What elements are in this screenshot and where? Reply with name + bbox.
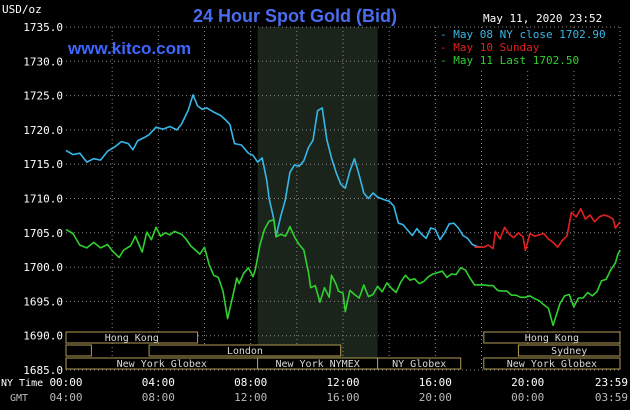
series-line-0 [65,94,482,248]
y-tick-label: 1710.0 [23,193,63,206]
x-tick-label-gmt: 03:59 [595,391,628,404]
x-tick-label-gmt: 16:00 [326,391,359,404]
y-tick-label: 1735.0 [23,21,63,34]
session-label: NY Globex [392,359,446,370]
trading-session-boxes: Hong Kong Hong Kong London Sydney New York G… [65,331,621,370]
legend-may11: - May 11 Last 1702.50 [440,54,579,67]
x-tick-label-ny: 12:00 [326,376,359,389]
price-series [65,94,621,327]
x-tick-label-ny: 08:00 [234,376,267,389]
nymex-session-shade [257,27,378,370]
unit-label: USD/oz [2,3,42,16]
watermark: www.kitco.com [67,39,191,58]
session-box [483,331,621,344]
session-label: London [227,346,263,357]
legend: - May 08 NY close 1702.90 - May 10 Sunda… [437,28,617,68]
x-tick-label-ny: 00:00 [49,376,82,389]
legend-box [437,28,617,68]
session-box [483,357,621,370]
legend-may08-label: May 08 NY close 1702.90 [453,28,605,41]
x-tick-label-gmt: 12:00 [234,391,267,404]
x-tick-label-ny: 16:00 [419,376,452,389]
session-label: Hong Kong [525,333,579,344]
timestamp: May 11, 2020 23:52 [483,12,602,25]
y-tick-label: 1690.0 [23,330,63,343]
session-label: New York Globex [117,359,207,370]
x-axis-ticks: 00:00 04:00 04:00 08:00 08:00 12:00 12:00 16:00… [49,376,628,404]
y-tick-label: 1685.0 [23,364,63,377]
chart-title: 24 Hour Spot Gold (Bid) [193,6,397,26]
series-line-2 [65,219,621,327]
y-tick-label: 1695.0 [23,295,63,308]
y-tick-label: 1725.0 [23,90,63,103]
session-box [65,344,92,357]
y-tick-label: 1715.0 [23,158,63,171]
session-box [65,331,199,344]
legend-may08: - May 08 NY close 1702.90 [440,28,606,41]
y-tick-label: 1700.0 [23,261,63,274]
session-label: Sydney [551,346,587,357]
x-tick-label-gmt: 20:00 [419,391,452,404]
y-tick-label: 1705.0 [23,227,63,240]
y-tick-label: 1720.0 [23,124,63,137]
session-box [377,357,462,370]
session-label: New York NYMEX [275,359,359,370]
session-box [517,344,621,357]
y-tick-label: 1730.0 [23,55,63,68]
x-tick-label-ny: 23:59 [595,376,628,389]
legend-may10-label: May 10 Sunday [453,41,539,54]
x-tick-label-gmt: 00:00 [511,391,544,404]
x-tick-label-ny: 04:00 [142,376,175,389]
x-tick-label-gmt: 08:00 [142,391,175,404]
session-box [148,344,342,357]
series-line-1 [474,208,621,252]
session-label: New York Globex [507,359,597,370]
y-axis-ticks: 1735.0 1730.0 1725.0 1720.0 1715.0 1710.0 1705… [23,21,63,377]
grid-lines [66,26,621,371]
x-row-label-gmt: GMT [10,393,28,404]
x-tick-label-ny: 20:00 [511,376,544,389]
legend-may11-label: May 11 Last 1702.50 [453,54,579,67]
session-label: Hong Kong [105,333,159,344]
legend-may10: - May 10 Sunday [440,41,540,54]
x-tick-label-gmt: 04:00 [49,391,82,404]
x-row-label-ny: NY Time [1,378,43,389]
